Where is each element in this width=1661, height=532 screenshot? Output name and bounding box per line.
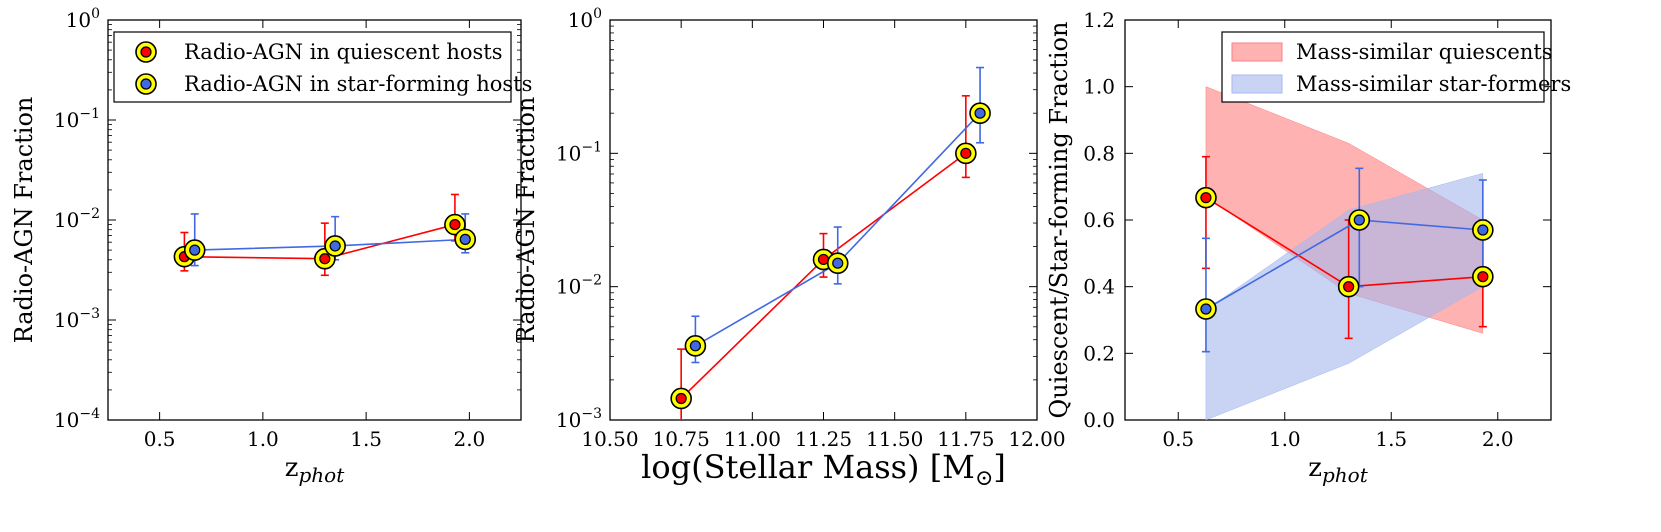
legend-swatch [1231,74,1283,94]
x-axis-label: zphot [1308,453,1368,487]
y-tick-label: 10−1 [556,139,602,165]
x-tick-label: 11.75 [937,427,994,451]
x-tick-label: 11.00 [724,427,781,451]
y-tick-label: 10−2 [54,206,100,232]
y-tick-label: 10−3 [54,306,100,332]
y-tick-base: 10 [556,141,581,165]
data-point-quiescent [449,218,461,231]
panel-3: 0.5 1.0 1.5 2.0 0.0 0.2 0.4 0.6 0.8 1.0 1.2 Quiesce… [1045,8,1571,487]
y-tick-exponent: −2 [581,273,602,289]
y-tick-label: 10−4 [54,406,100,432]
y-tick-label: 10−1 [54,106,100,132]
x-tick-label: 1.5 [350,427,382,451]
data-point-star-forming [974,107,986,119]
x-tick-label: 0.5 [144,427,176,451]
x-axis-label: zphot [285,453,345,487]
y-tick-label: 100 [568,6,602,32]
x-axis-label-main: log(Stellar Mass) [M [641,448,975,486]
y-axis-label: Radio-AGN Fraction [10,97,38,344]
plot-frame [609,19,1038,421]
y-tick-label: 0.6 [1083,208,1115,232]
x-tick-label: 2.0 [1482,427,1514,451]
data-point-star-forming [1477,224,1489,236]
data-point-star-forming [1200,303,1212,315]
legend-box [113,31,512,103]
y-tick-exponent: −4 [79,406,100,422]
x-axis-label: log(Stellar Mass) [M⊙] [641,448,1006,491]
data-point-quiescent [675,392,687,405]
legend-label: Mass-similar quiescents [1296,40,1553,64]
data-point-star-forming [189,244,201,256]
legend-label: Radio-AGN in star-forming hosts [184,72,532,96]
y-tick-base: 10 [54,408,79,432]
data-point-star-forming [1353,214,1365,226]
x-axis-label-main: z [285,453,299,483]
y-tick-base: 10 [556,408,581,432]
data-point-quiescent [319,253,331,265]
data-point-quiescent [1477,271,1489,283]
y-tick-label: 1.0 [1083,75,1115,99]
y-axis-label: Quiescent/Star-forming Fraction [1045,22,1073,419]
plot-data [1195,86,1494,420]
y-axis-label: Radio-AGN Fraction [512,97,540,344]
data-point-quiescent [1200,192,1212,204]
y-tick-base: 10 [54,308,79,332]
y-tick-exponent: −1 [581,139,602,155]
x-tick-label: 11.50 [866,427,923,451]
plot-data [670,66,991,420]
x-tick-label: 1.5 [1375,427,1407,451]
y-tick-label: 1.2 [1083,8,1115,32]
y-tick-exponent: 0 [91,6,100,22]
y-tick-label: 0.8 [1083,141,1115,165]
y-tick-base: 10 [66,8,91,32]
data-point-star-forming [459,233,471,245]
data-point-star-forming [329,240,341,252]
data-point-quiescent [1343,281,1355,293]
y-tick-exponent: −2 [79,206,100,222]
data-point-quiescent [960,147,972,159]
y-tick-label: 0.2 [1083,341,1115,365]
y-tick-exponent: −3 [79,306,100,322]
plot-data [173,193,477,277]
x-tick-label: 2.0 [453,427,485,451]
y-tick-base: 10 [568,8,593,32]
y-tick-label: 0.0 [1083,408,1115,432]
x-tick-label: 10.75 [653,427,710,451]
x-axis-label-subscript: phot [1322,463,1369,487]
y-tick-base: 10 [54,208,79,232]
legend-marker [140,78,152,90]
x-tick-label: 10.50 [581,427,638,451]
data-point-star-forming [689,340,702,352]
x-tick-label: 1.0 [1269,427,1301,451]
y-tick-exponent: −1 [79,106,100,122]
x-tick-label: 11.25 [795,427,852,451]
legend-label: Radio-AGN in quiescent hosts [184,40,503,64]
legend-label: Mass-similar star-formers [1296,72,1571,96]
y-tick-exponent: 0 [593,6,602,22]
y-tick-label: 10−2 [556,273,602,299]
x-tick-label: 1.0 [247,427,279,451]
x-axis-label-subscript: phot [298,463,345,487]
y-tick-label: 10−3 [556,406,602,432]
y-tick-exponent: −3 [581,406,602,422]
y-tick-label: 100 [66,6,100,32]
x-tick-label: 12.00 [1008,427,1065,451]
y-tick-base: 10 [556,275,581,299]
x-tick-label: 0.5 [1162,427,1194,451]
legend-swatch [1231,42,1283,62]
panel-2: 10.50 10.75 11.00 11.25 11.50 11.75 12.0010−31… [512,6,1066,491]
x-axis-label-main: z [1308,453,1322,483]
x-axis-label-subscript: ⊙ [975,466,993,491]
y-tick-base: 10 [54,108,79,132]
y-tick-label: 0.4 [1083,275,1115,299]
panel-1: 0.5 1.0 1.5 2.010−410−310−210−1100Radio-AGN… [10,6,532,487]
x-axis-label-end: ] [993,448,1005,486]
legend-marker [140,46,152,58]
data-point-star-forming [832,257,844,269]
